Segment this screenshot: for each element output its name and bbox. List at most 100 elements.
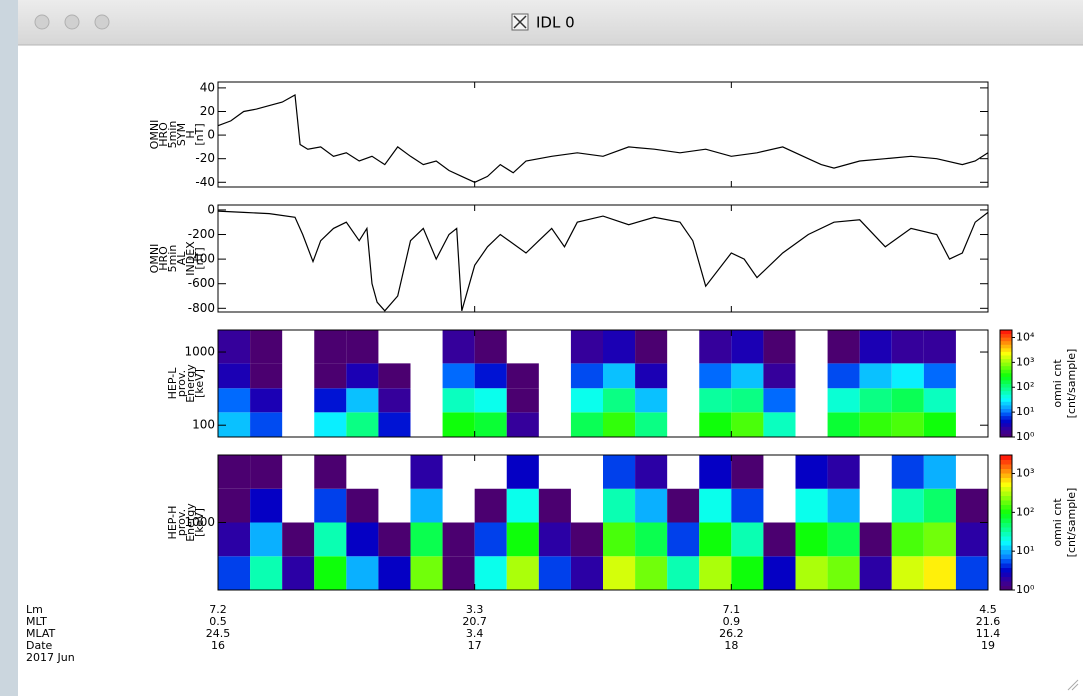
spectrogram-cell [378, 556, 410, 590]
spectrogram-cell [314, 412, 346, 437]
colorbar-slice [1000, 455, 1012, 460]
spectrogram-cell [378, 523, 410, 557]
spectrogram-cell [443, 556, 475, 590]
spectrogram-cell [603, 363, 635, 388]
colorbar-slice [1000, 380, 1012, 384]
colorbar-slice [1000, 344, 1012, 348]
spectrogram-cell [763, 412, 795, 437]
colorbar-slice [1000, 359, 1012, 363]
spectrogram-cell [507, 489, 539, 523]
spectrogram-cell [571, 363, 603, 388]
colorbar-slice [1000, 348, 1012, 352]
spectrogram-cell [731, 412, 763, 437]
colorbar-slice [1000, 362, 1012, 366]
spectrogram-cell [346, 412, 378, 437]
minimize-button[interactable] [65, 15, 79, 29]
spectrogram-cell [378, 412, 410, 437]
spectrogram-cell [892, 412, 924, 437]
spectrogram-cell [635, 489, 667, 523]
spectrogram-cell [699, 523, 731, 557]
spectrogram-cell [860, 388, 892, 412]
spectrogram-cell [571, 388, 603, 412]
spectrogram-cell [667, 556, 699, 590]
spectrogram-cell [475, 412, 507, 437]
colorbar-tick-label: 10³ [1016, 355, 1034, 368]
spectrogram-cell [924, 412, 956, 437]
spectrogram-cell [603, 523, 635, 557]
ephemeris-value: 19 [981, 639, 995, 652]
colorbar-slice [1000, 430, 1012, 434]
spectrogram-cell [924, 455, 956, 489]
spectrogram-cell [924, 330, 956, 363]
ephemeris-year-month: 2017 Jun [26, 651, 75, 664]
spectrogram-cell [218, 455, 250, 489]
spectrogram-cell [763, 363, 795, 388]
spectrogram-cell [763, 330, 795, 363]
zoom-button[interactable] [95, 15, 109, 29]
colorbar-slice [1000, 545, 1012, 550]
colorbar-slice [1000, 505, 1012, 510]
spectrogram-cell [635, 330, 667, 363]
colorbar-tick-label: 10² [1016, 380, 1034, 393]
colorbar-slice [1000, 387, 1012, 391]
spectrogram-cell [667, 489, 699, 523]
y-axis-label: [keV] [193, 369, 206, 398]
colorbar-slice [1000, 550, 1012, 555]
spectrogram-cell [378, 388, 410, 412]
spectrogram-cell [860, 330, 892, 363]
y-tick-label: 1000 [184, 515, 215, 529]
spectrogram-cell [378, 363, 410, 388]
spectrogram-cell [603, 388, 635, 412]
spectrogram-cell [571, 412, 603, 437]
spectrogram-cell [218, 523, 250, 557]
spectrogram-cell [956, 489, 988, 523]
colorbar-slice [1000, 469, 1012, 474]
colorbar-slice [1000, 518, 1012, 523]
spectrogram-cell [314, 388, 346, 412]
y-tick-label: -600 [188, 276, 215, 290]
spectrogram-cell [411, 556, 443, 590]
colorbar-slice [1000, 536, 1012, 541]
colorbar-slice [1000, 391, 1012, 395]
colorbar-label: omni cnt [1051, 359, 1064, 408]
spectrogram-cell [507, 523, 539, 557]
colorbar-slice [1000, 473, 1012, 478]
spectrogram-cell [731, 363, 763, 388]
spectrogram-cell [731, 330, 763, 363]
spectrogram-cell [828, 455, 860, 489]
colorbar-slice [1000, 464, 1012, 469]
y-tick-label: 100 [192, 418, 215, 432]
spectrogram-cell [603, 455, 635, 489]
colorbar-slice [1000, 478, 1012, 483]
colorbar-tick-label: 10² [1016, 505, 1034, 518]
colorbar-slice [1000, 509, 1012, 514]
spectrogram-cell [635, 455, 667, 489]
spectrogram-cell [892, 489, 924, 523]
spectrogram-cell [892, 363, 924, 388]
spectrogram-cell [571, 556, 603, 590]
desktop-strip [0, 0, 18, 696]
spectrogram-cell [699, 455, 731, 489]
spectrogram-cell [250, 523, 282, 557]
close-button[interactable] [35, 15, 49, 29]
spectrogram-cell [539, 523, 571, 557]
spectrogram-cell [796, 523, 828, 557]
colorbar-slice [1000, 401, 1012, 405]
colorbar-slice [1000, 408, 1012, 412]
colorbar-slice [1000, 514, 1012, 519]
spectrogram-cell [475, 388, 507, 412]
colorbar-tick-label: 10⁰ [1016, 430, 1035, 443]
colorbar-slice [1000, 541, 1012, 546]
spectrogram-cell [539, 489, 571, 523]
spectrogram-cell [924, 363, 956, 388]
spectrogram-cell [475, 489, 507, 523]
y-tick-label: -800 [188, 301, 215, 315]
spectrogram-cell [828, 363, 860, 388]
spectrogram-cell [218, 330, 250, 363]
spectrogram-cell [860, 523, 892, 557]
spectrogram-cell [411, 523, 443, 557]
spectrogram-cell [828, 412, 860, 437]
spectrogram-cell [443, 330, 475, 363]
colorbar-slice [1000, 487, 1012, 492]
ephemeris-value: 18 [724, 639, 738, 652]
